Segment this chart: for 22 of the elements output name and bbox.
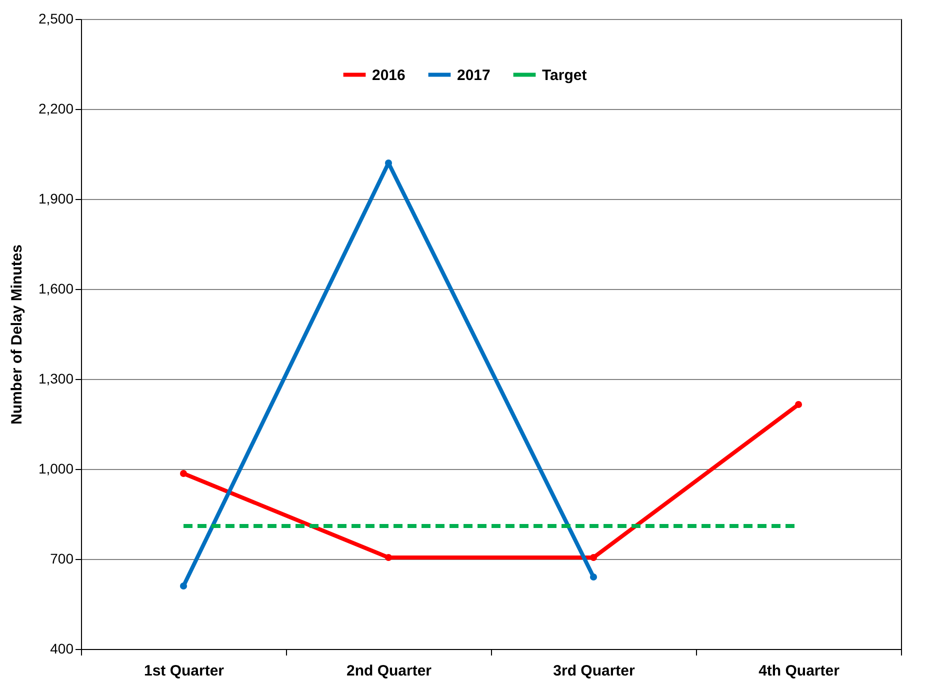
y-tick-label: 1,600 (38, 280, 74, 296)
y-tick-label: 700 (50, 550, 74, 566)
y-tick-label: 1,300 (38, 370, 74, 386)
x-tick-label: 4th Quarter (758, 662, 840, 680)
point (180, 582, 188, 590)
point (794, 400, 802, 408)
y-axis-title: Number of Delay Minutes (8, 244, 26, 425)
y-tick-label: 2,200 (38, 100, 74, 116)
y-tick-label: 2,500 (38, 10, 74, 26)
x-tick-label: 2nd Quarter (346, 662, 432, 680)
x-tick-label: 3rd Quarter (553, 662, 636, 680)
legend-label: 2017 (457, 66, 490, 84)
point (180, 470, 188, 478)
legend-label: Target (542, 66, 587, 84)
point (384, 554, 392, 562)
x-tick-label: 1st Quarter (144, 662, 224, 680)
y-tick-label: 1,900 (38, 190, 74, 206)
y-tick-label: 1,000 (38, 460, 74, 476)
point (590, 554, 598, 562)
point (590, 573, 598, 581)
legend-label: 2016 (372, 66, 406, 84)
y-tick-label: 400 (50, 640, 74, 656)
